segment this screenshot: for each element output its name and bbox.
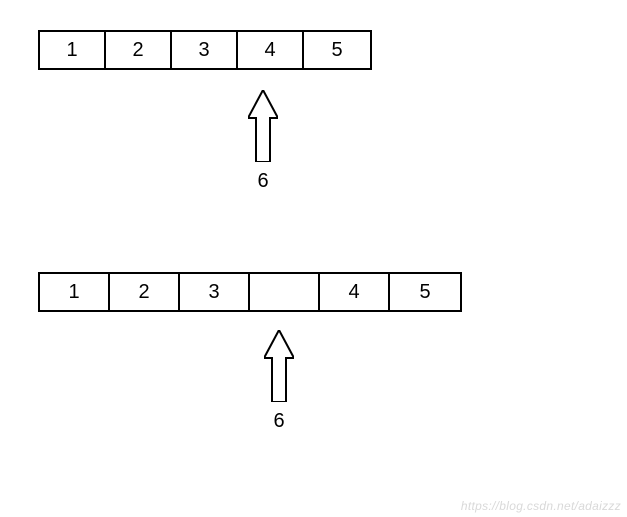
array-cell [250, 274, 320, 310]
array-after: 123 45 [38, 272, 462, 312]
array-cell: 3 [172, 32, 238, 68]
array-before: 12345 [38, 30, 372, 70]
insert-value-1: 6 [257, 170, 268, 193]
array-cell: 4 [320, 274, 390, 310]
insert-value-2: 6 [273, 410, 284, 433]
watermark: https://blog.csdn.net/adaizzz [461, 499, 621, 513]
insert-arrow-1: 6 [248, 90, 278, 193]
array-cell: 4 [238, 32, 304, 68]
up-arrow-icon [264, 330, 294, 402]
array-cell: 5 [304, 32, 370, 68]
array-cell: 2 [110, 274, 180, 310]
insert-arrow-2: 6 [264, 330, 294, 433]
array-cell: 1 [40, 274, 110, 310]
up-arrow-icon [248, 90, 278, 162]
array-cell: 3 [180, 274, 250, 310]
array-cell: 1 [40, 32, 106, 68]
array-cell: 2 [106, 32, 172, 68]
array-cell: 5 [390, 274, 460, 310]
